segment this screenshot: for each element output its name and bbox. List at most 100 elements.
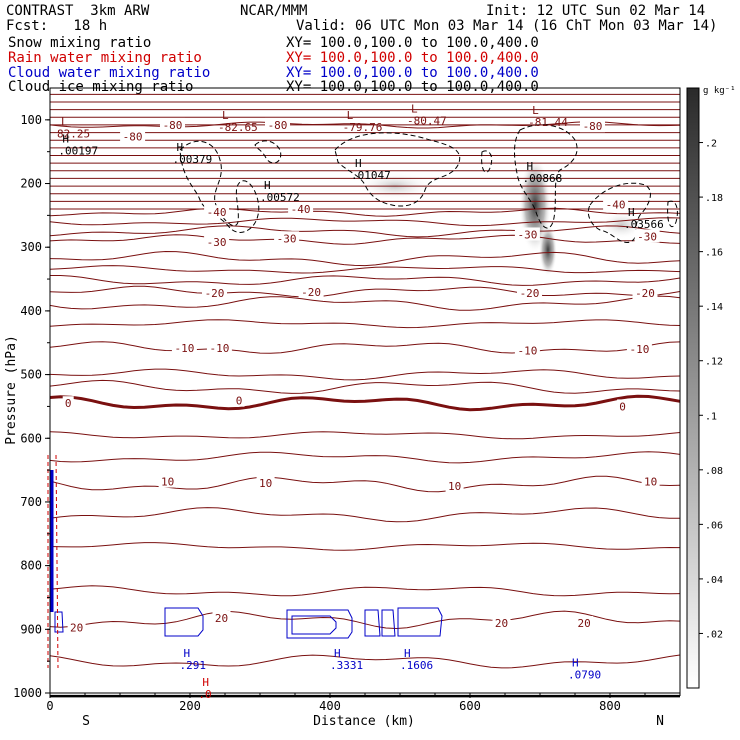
y-axis-title: Pressure (hPa) [4,335,19,445]
y-tick-label: 100 [20,113,42,127]
contour-label-bg [298,284,324,298]
isotherm-unlabeled [49,379,681,394]
y-tick-label: 1000 [13,686,42,700]
extremum-value: -80.47 [407,115,447,128]
contour-label: 20 [577,617,590,630]
field-cloud-ice: Cloud ice mixing ratio [8,79,194,95]
contour-label: -40 [207,206,227,219]
cloud-ice-shading [357,157,644,276]
contour-label: -30 [517,228,537,241]
colorbar-tick-label: .06 [705,520,723,531]
isotherm--40 [49,207,681,217]
extremum-value: .0 [198,688,211,701]
contour-label: -30 [277,232,297,245]
colorbar-tick-label: .16 [705,248,723,259]
contour-label-bg [265,117,290,131]
field-snow-xy: XY= 100.0,100.0 to 100.0,400.0 [286,35,539,51]
contour-label-bg [492,615,511,629]
ice-contour-2 [179,140,260,233]
contour-label-bg [517,286,542,300]
contour-label: -80 [583,120,603,133]
contour-labels: -80 -80 -80 -80 -40 -40 -40 -30 -30 -30 -30 -20 -20 -… [62,117,660,634]
extremum-value: .00572 [260,191,300,204]
cloud-water-cell-2 [286,609,353,639]
colorbar-tick-label: .1 [705,411,717,422]
contour-label-bg [634,229,660,243]
extremum-value: .01047 [351,169,391,182]
contour-label-bg [204,205,230,219]
contour-label: 0 [65,397,72,410]
x-tick-label: 600 [459,699,481,713]
field-cloud-water: Cloud water mixing ratio [8,65,211,81]
contour-label: 10 [259,477,272,490]
cloud-water-cell-4 [381,609,396,637]
contour-label-bg [580,119,605,133]
contour-label: -10 [174,342,194,355]
cloud-water-cell-2-inner [291,615,337,635]
extremum-value: .0790 [568,669,601,682]
contour-label: -20 [301,286,321,299]
contour-label: 0 [236,395,243,408]
field-snow: Snow mixing ratio [8,35,152,51]
contour-label-bg [632,286,658,300]
colorbar-unit: g kg⁻¹ [703,86,736,96]
isotherm-unlabeled [49,585,681,597]
cloud-water-contours [49,470,443,639]
contour-label: -30 [207,236,227,249]
north-label: N [656,714,664,729]
experiment-title: CONTRAST 3km ARW [6,3,150,19]
ice-contour-3 [334,132,461,207]
colorbar-tick-label: .2 [705,139,717,150]
isotherm-0 [49,394,681,412]
extremum-value: 82.25 [57,127,90,140]
colorbar-tick-label: .08 [705,466,723,477]
extremum-value: .00379 [173,153,213,166]
contour-label: -20 [635,287,655,300]
cloud-water-cell-3 [364,609,381,637]
field-cloud-water-xy: XY= 100.0,100.0 to 100.0,400.0 [286,65,539,81]
isotherm-unlabeled [49,654,681,669]
contour-label: -10 [209,342,229,355]
contour-label-bg [212,610,231,624]
y-tick-label: 400 [20,304,42,318]
contour-label-bg [514,343,540,357]
high-marker: H [62,133,69,146]
x-tick-label: 400 [319,699,341,713]
colorbar-ramp [686,87,700,689]
y-tick-label: 500 [20,368,42,382]
contour-label-bg [641,474,660,488]
rain-contours [47,454,59,669]
isotherm--20 [49,285,681,298]
low-marker: L [411,103,418,116]
ice-contour-4 [481,150,493,173]
contour-label-bg [626,342,652,356]
extremum-value: .00197 [58,145,98,158]
forecast-hour: Fcst: 18 h [6,18,108,34]
y-tick-label: 900 [20,622,42,636]
isotherm-unlabeled [49,319,681,329]
extremum-value: .00868 [523,172,563,185]
contour-label: -40 [291,203,311,216]
contour-label: -10 [517,344,537,357]
colorbar: g kg⁻¹ .2 .18 .16 .14 .12 .1 .08 .06 .04 .02 [686,86,736,689]
low-marker: L [347,109,354,122]
extremum-value: .291 [180,659,207,672]
extrema-labels: L82.25L-82.65L-79.76L-80.47L-81.44H.0019… [57,103,664,701]
contour-label: -80 [123,130,143,143]
high-marker: H [404,647,411,660]
extremum-value: .3331 [330,659,363,672]
isotherm-unlabeled [49,250,681,267]
isotherm-unlabeled [49,295,681,311]
low-marker: L [532,104,539,117]
contour-label: -20 [520,287,540,300]
x-tick-label: 200 [179,699,201,713]
contour-label-bg [617,399,629,413]
colorbar-tick-label: .12 [705,357,723,368]
contour-label-bg [158,474,177,488]
contour-label-bg [274,231,300,245]
contour-label-bg [204,235,230,249]
high-marker: H [628,206,635,219]
contour-label: -80 [163,119,183,132]
x-tick-label: 800 [599,699,621,713]
ice-contour-5 [514,124,578,229]
